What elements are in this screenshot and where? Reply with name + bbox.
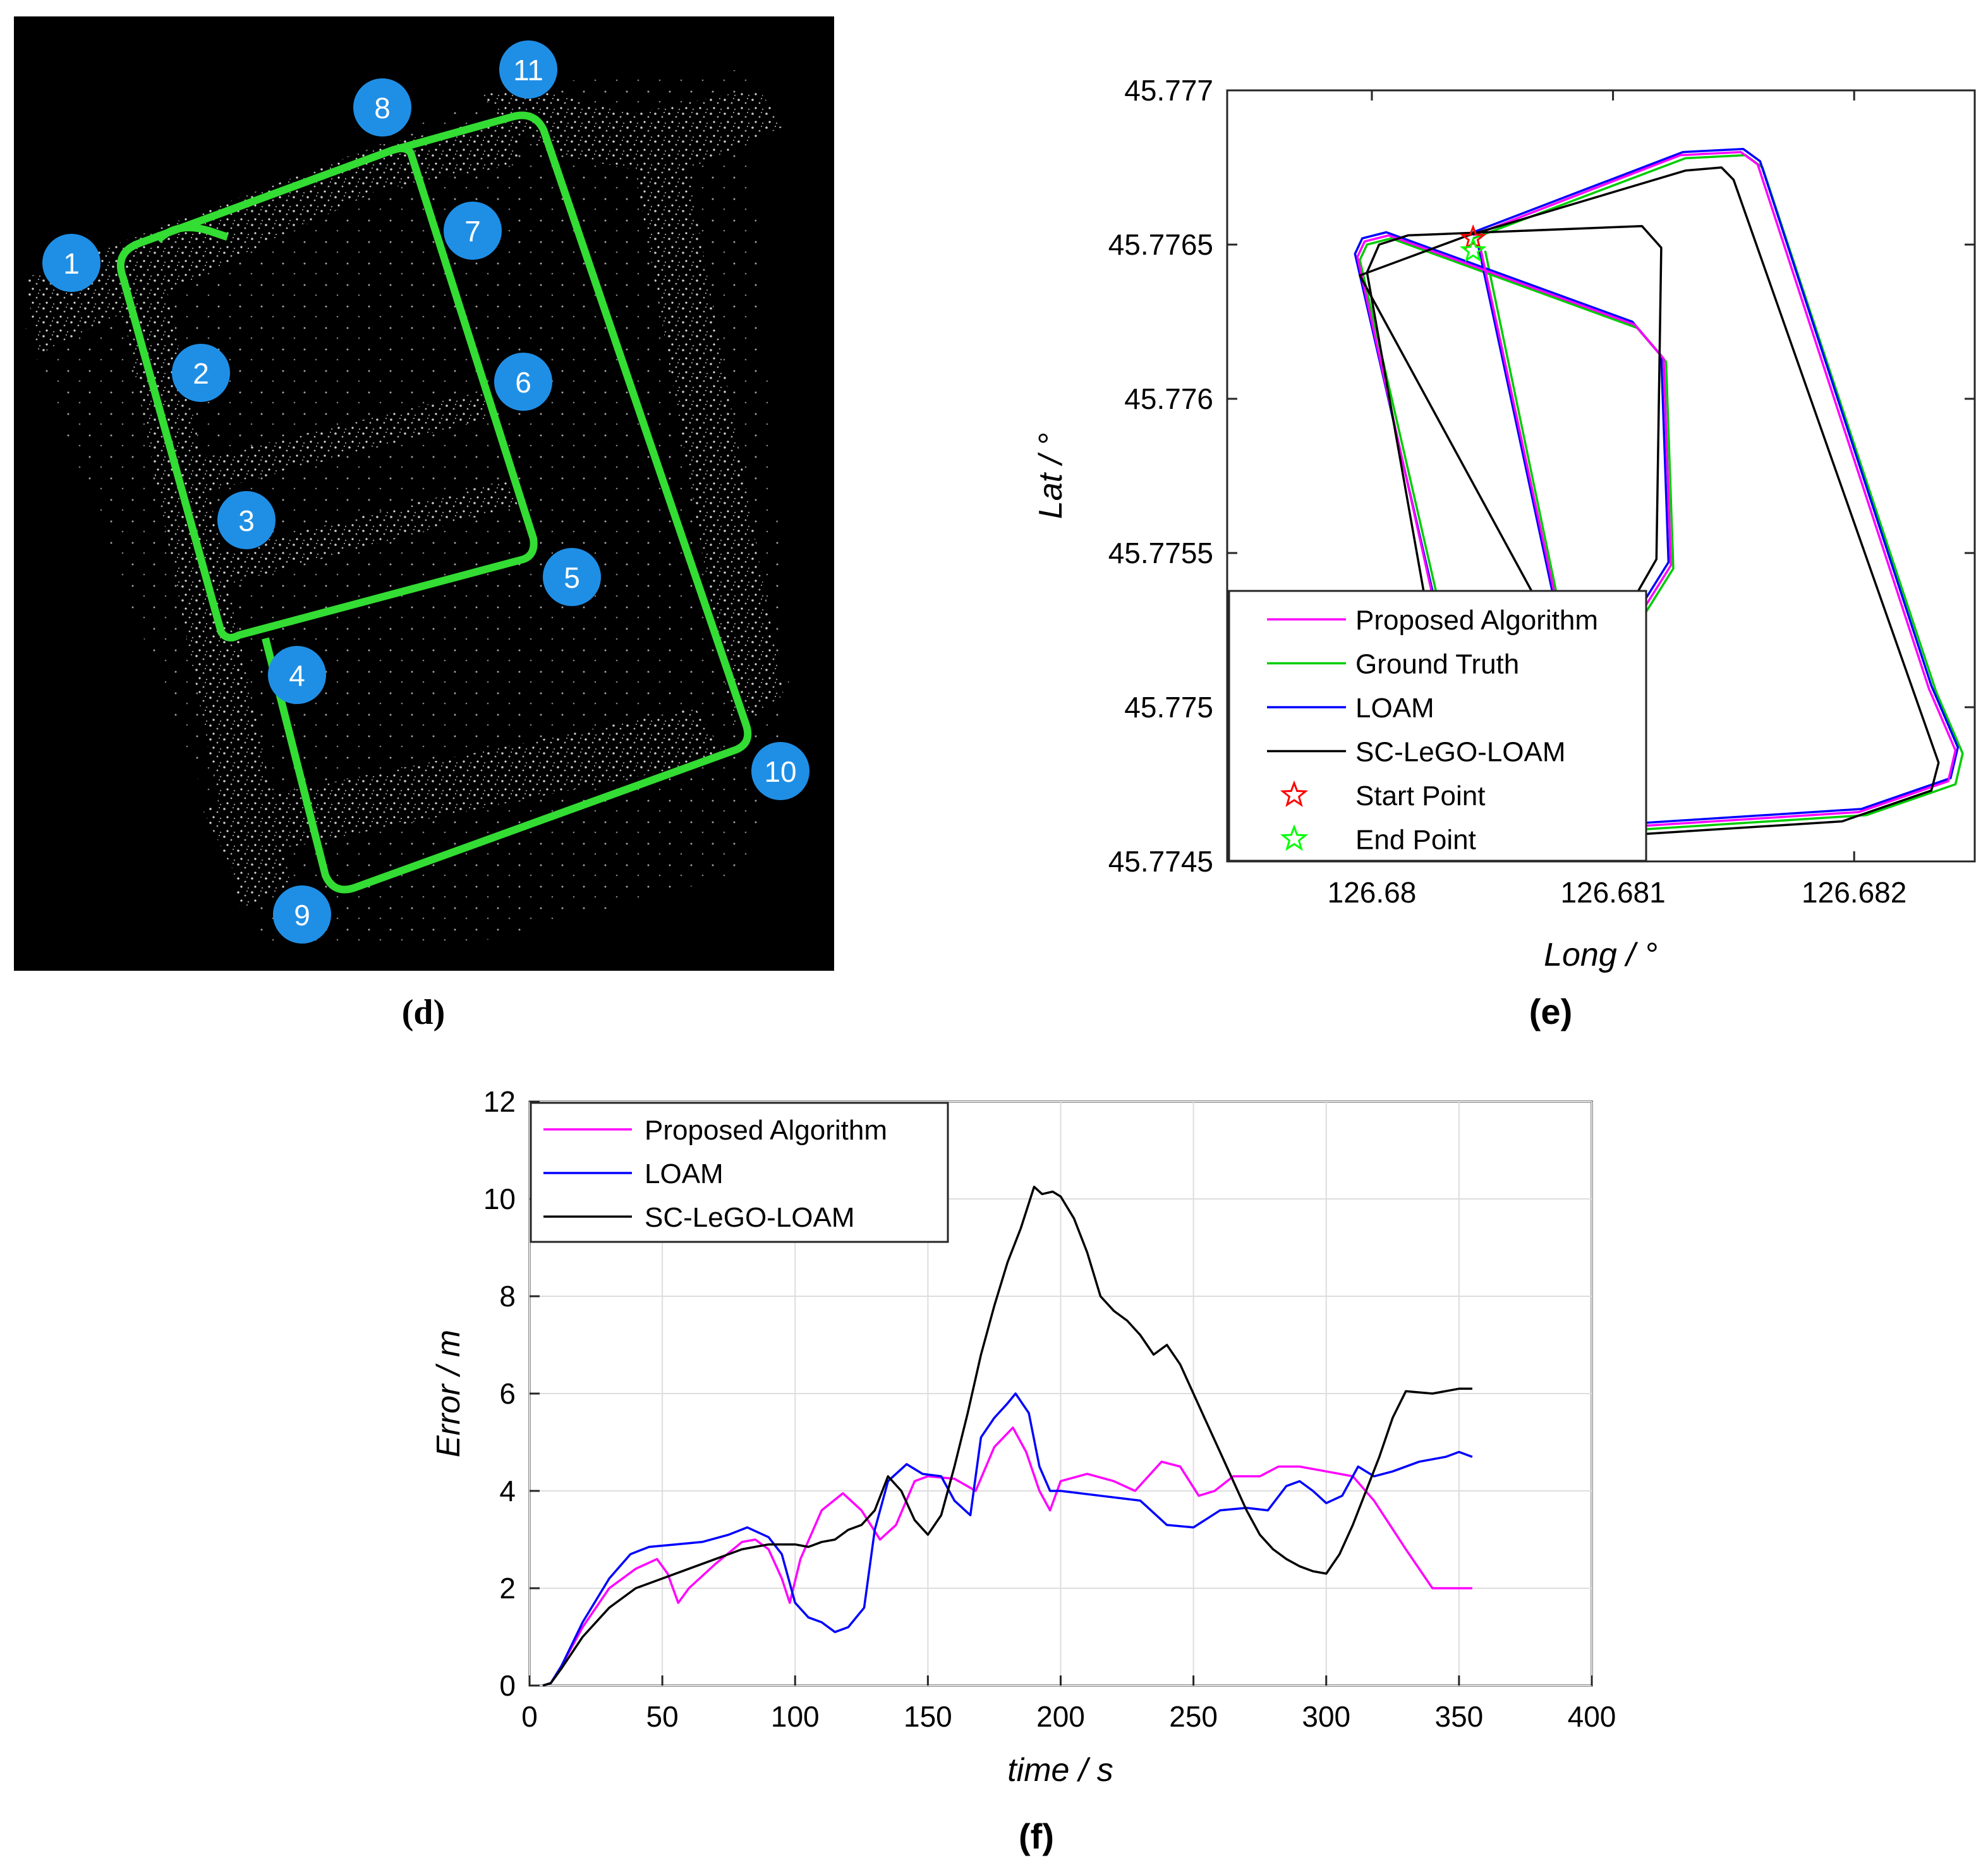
start-point-marker: [1459, 224, 1487, 250]
legend-star-e: [1280, 824, 1309, 851]
y-tick-label-f: 8: [499, 1280, 516, 1313]
legend-label-f: LOAM: [645, 1158, 724, 1189]
x-tick-label-f: 400: [1568, 1700, 1616, 1733]
marker-label-4: 4: [289, 659, 305, 692]
start-end-points: [1459, 224, 1487, 262]
marker-label-10: 10: [764, 755, 796, 788]
y-tick-label-e: 45.7765: [1108, 228, 1213, 261]
x-tick-label-f: 350: [1435, 1700, 1484, 1733]
marker-label-11: 11: [513, 54, 543, 87]
marker-3: [217, 491, 276, 549]
legend-label-e: Proposed Algorithm: [1355, 605, 1598, 636]
panel-e: 126.68 126.681 126.682 45.777 45.7765 45.776 4…: [1033, 74, 1976, 1031]
x-tick-label-f: 100: [771, 1700, 820, 1733]
caption-d: (d): [402, 993, 445, 1032]
x-tick-label-f: 250: [1169, 1700, 1218, 1733]
legend-label-e: Ground Truth: [1355, 649, 1519, 680]
caption-f: (f): [1019, 1816, 1054, 1856]
y-tick-label-e: 45.776: [1124, 382, 1213, 415]
marker-group: 1 2 3 4 5 6 7 8 9 10 11: [42, 40, 809, 944]
y-tick-label-e: 45.777: [1124, 74, 1213, 107]
marker-7: [444, 202, 502, 260]
axis-ticks-f: 0 50 100 150 200 250 300 350 400 0 2 4 6 8 10 12: [483, 1085, 1616, 1733]
x-tick-label-f: 150: [904, 1700, 952, 1733]
y-tick-label-e: 45.7745: [1108, 845, 1213, 878]
series-line-f-loam: [542, 1392, 1473, 1687]
x-axis-label-e: Long / °: [1544, 937, 1658, 973]
x-tick-label-e: 126.682: [1802, 876, 1906, 909]
marker-10: [751, 742, 809, 800]
marker-label-5: 5: [564, 561, 580, 594]
caption-e: (e): [1529, 992, 1572, 1031]
x-tick-label-e: 126.681: [1560, 876, 1665, 909]
y-tick-label-e: 45.7755: [1108, 537, 1213, 569]
marker-label-8: 8: [374, 92, 391, 125]
x-tick-label-f: 300: [1302, 1700, 1350, 1733]
marker-label-9: 9: [294, 899, 310, 932]
marker-label-3: 3: [238, 504, 255, 537]
x-tick-label-f: 50: [646, 1700, 679, 1733]
y-tick-label-f: 6: [499, 1377, 516, 1410]
marker-4: [268, 646, 326, 704]
y-axis-label-e: Lat / °: [1033, 433, 1069, 519]
marker-2: [172, 344, 230, 402]
x-tick-label-f: 200: [1036, 1700, 1085, 1733]
y-tick-label-f: 12: [483, 1085, 516, 1118]
legend-label-f: Proposed Algorithm: [645, 1115, 887, 1146]
x-tick-label-e: 126.68: [1328, 876, 1417, 909]
marker-label-7: 7: [464, 215, 481, 248]
legend-e: Proposed Algorithm Ground Truth LOAM SC-LeG…: [1228, 590, 1647, 862]
panel-d: 1 2 3 4 5 6 7 8 9 10 11 (d): [14, 16, 834, 1032]
marker-8: [353, 78, 411, 137]
marker-1: [42, 234, 100, 292]
y-tick-label-f: 2: [499, 1572, 516, 1605]
legend-box-e: [1228, 590, 1647, 862]
y-axis-label-f: Error / m: [430, 1330, 467, 1457]
marker-11: [499, 40, 557, 99]
axis-ticks-e: 126.68 126.681 126.682 45.777 45.7765 45.776 4…: [1108, 74, 1975, 909]
legend-label-e: End Point: [1355, 825, 1476, 856]
y-tick-label-f: 4: [499, 1474, 516, 1507]
legend-star-e: [1280, 780, 1309, 807]
marker-label-2: 2: [193, 357, 209, 390]
legend-label-f: SC-LeGO-LOAM: [645, 1202, 855, 1233]
series-line-f-proposed-algorithm: [542, 1426, 1472, 1687]
marker-6: [494, 353, 552, 411]
y-tick-label-f: 0: [499, 1669, 516, 1702]
end-point-marker: [1459, 236, 1487, 262]
y-tick-label-f: 10: [483, 1182, 516, 1215]
series-lines-f: [542, 1186, 1473, 1687]
legend-f: Proposed Algorithm LOAM SC-LeGO-LOAM: [530, 1102, 949, 1243]
y-tick-label-e: 45.775: [1124, 691, 1213, 724]
marker-label-1: 1: [63, 247, 80, 280]
trajectory-path-d: [117, 111, 752, 894]
legend-label-e: Start Point: [1355, 781, 1485, 811]
panel-f: 0 50 100 150 200 250 300 350 400 0 2 4 6 8 10 12 time /…: [430, 1085, 1616, 1856]
x-axis-label-f: time / s: [1007, 1752, 1113, 1789]
legend-label-e: SC-LeGO-LOAM: [1355, 737, 1566, 768]
marker-5: [543, 548, 601, 606]
series-line-f-sc-lego-loam: [542, 1186, 1472, 1687]
marker-9: [273, 885, 331, 944]
legend-label-e: LOAM: [1355, 693, 1434, 724]
marker-label-6: 6: [515, 366, 531, 399]
x-tick-label-f: 0: [521, 1700, 538, 1733]
